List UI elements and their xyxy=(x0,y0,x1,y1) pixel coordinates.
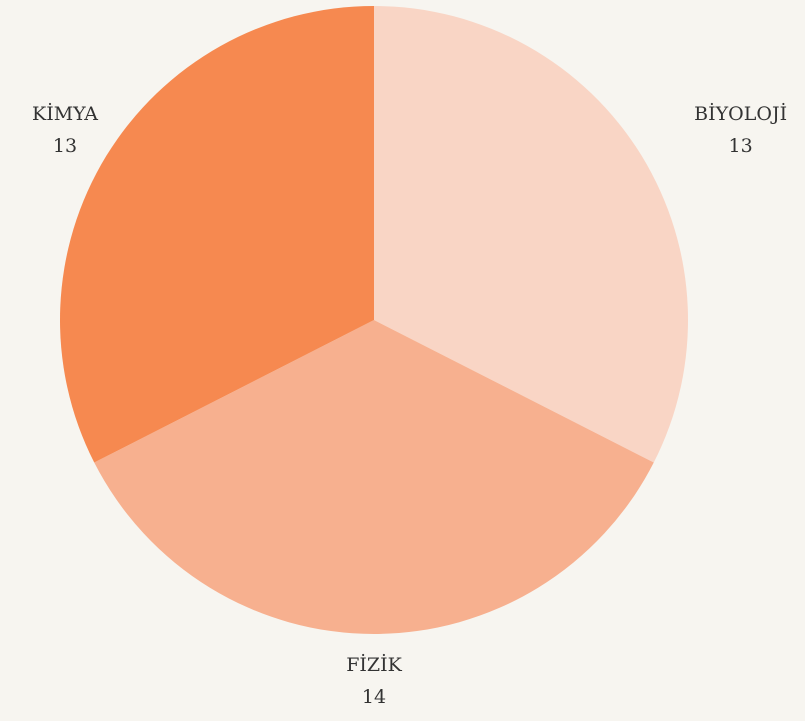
pie-slice xyxy=(374,6,688,463)
slice-label: KİMYA xyxy=(32,102,98,125)
slice-label: BİYOLOJİ xyxy=(694,102,787,125)
slice-value: 14 xyxy=(362,686,386,708)
slice-label: FİZİK xyxy=(346,653,402,676)
pie-slice xyxy=(94,320,654,634)
slice-value: 13 xyxy=(729,135,753,157)
slice-value: 13 xyxy=(53,135,77,157)
pie-slice xyxy=(60,6,374,463)
